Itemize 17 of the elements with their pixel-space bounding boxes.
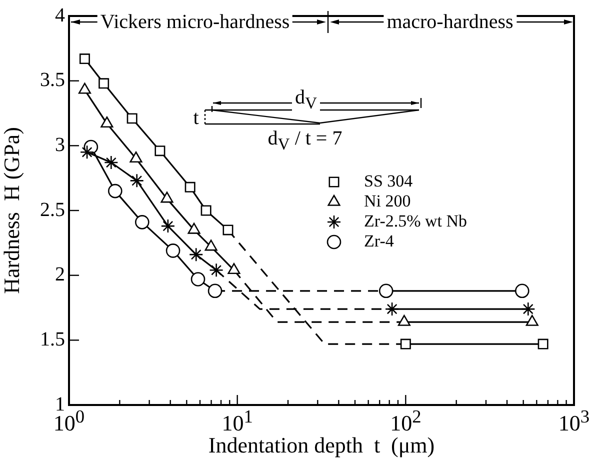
y-axis-title: Hardness H (GPa)	[0, 127, 24, 294]
y-tick-label: 2.5	[40, 198, 65, 221]
y-tick-label: 4	[55, 4, 65, 26]
x-tick-label: 10$^{3}$	[558, 406, 589, 436]
annotation: d$_{V}$	[292, 86, 320, 113]
y-tick-label: 1.5	[40, 328, 65, 350]
annotation: d$_{V}$ / t = 7	[264, 128, 346, 154]
legend-label: Ni 200	[364, 191, 411, 210]
y-tick-label: 2	[55, 264, 65, 286]
annotation: Vickers micro-hardness	[97, 11, 293, 33]
legend-label: Zr-4	[364, 231, 394, 250]
annotation: macro-hardness	[384, 11, 516, 33]
y-tick-label: 3	[55, 134, 65, 156]
y-tick-label: 3.5	[40, 69, 65, 92]
legend-label: SS 304	[364, 171, 414, 190]
annotation: t	[192, 107, 200, 129]
legend-label: Zr-2.5% wt Nb	[364, 211, 468, 230]
